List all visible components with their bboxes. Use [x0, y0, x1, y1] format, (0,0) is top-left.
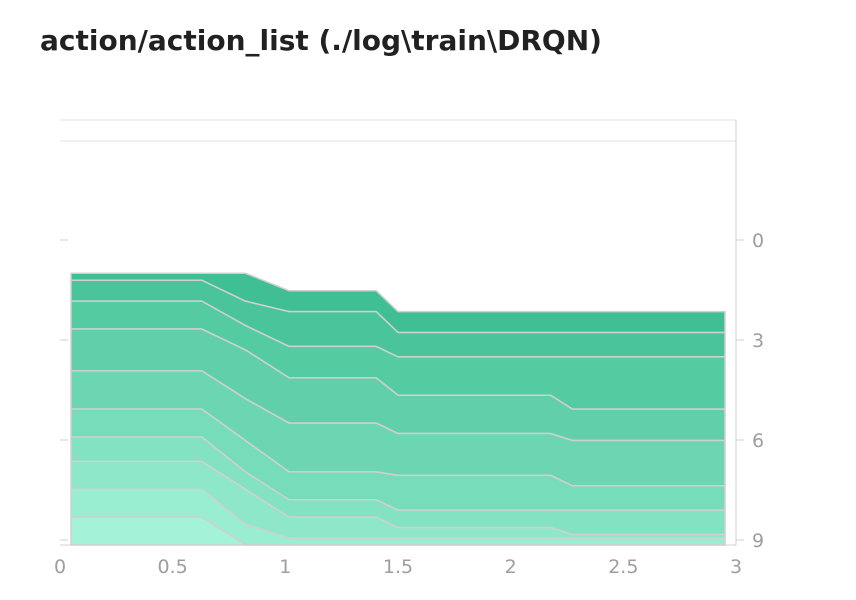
x-tick-label: 2: [505, 556, 517, 578]
x-tick-label: 2.5: [608, 556, 638, 578]
x-tick-label: 1.5: [383, 556, 413, 578]
y-tick-label: 9: [752, 530, 764, 552]
x-tick-label: 1: [279, 556, 291, 578]
x-tick-label: 0.5: [158, 556, 188, 578]
x-tick-label: 3: [730, 556, 742, 578]
y-tick-label: 6: [752, 430, 764, 452]
area-series: [70, 272, 726, 546]
axes: [60, 120, 737, 546]
y-axis-ticks: 0 3 6 9: [60, 230, 764, 552]
y-tick-label: 3: [752, 330, 764, 352]
x-axis-ticks: 0 0.5 1 1.5 2 2.5 3: [54, 556, 742, 578]
chart-title: action/action_list (./log\train\DRQN): [40, 24, 602, 57]
grid-lines: [60, 119, 736, 142]
y-tick-label: 0: [752, 230, 764, 252]
x-tick-label: 0: [54, 556, 66, 578]
